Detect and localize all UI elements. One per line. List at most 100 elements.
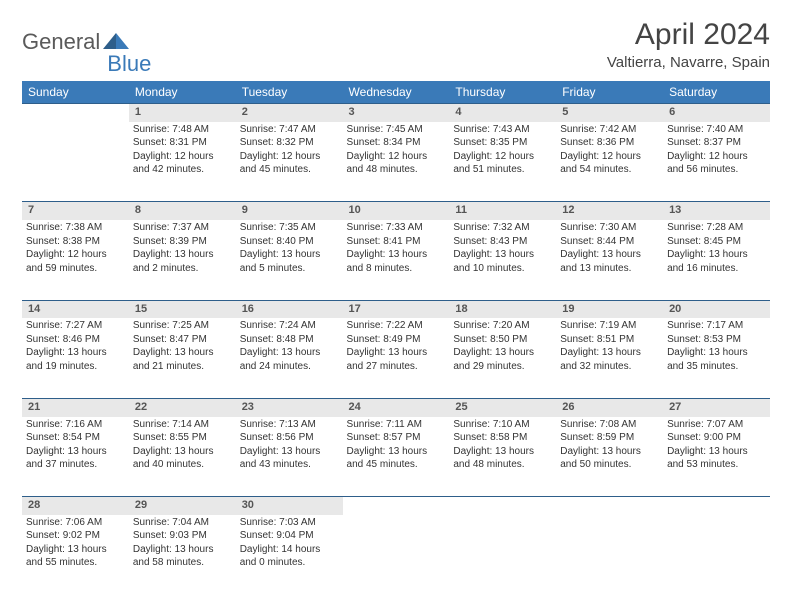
day1-text: Daylight: 12 hours bbox=[667, 151, 766, 164]
day2-text: and 13 minutes. bbox=[560, 263, 659, 276]
day-number bbox=[556, 497, 663, 515]
daynum-row: 282930 bbox=[22, 497, 770, 515]
day2-text: and 56 minutes. bbox=[667, 164, 766, 177]
day1-text: Daylight: 13 hours bbox=[667, 446, 766, 459]
day1-text: Daylight: 13 hours bbox=[133, 446, 232, 459]
sunset-text: Sunset: 8:35 PM bbox=[453, 137, 552, 150]
day-number: 19 bbox=[556, 300, 663, 318]
day1-text: Daylight: 13 hours bbox=[133, 544, 232, 557]
sunset-text: Sunset: 8:58 PM bbox=[453, 432, 552, 445]
day1-text: Daylight: 13 hours bbox=[453, 249, 552, 262]
day-cell: Sunrise: 7:30 AMSunset: 8:44 PMDaylight:… bbox=[556, 220, 663, 300]
day1-text: Daylight: 13 hours bbox=[667, 249, 766, 262]
day-number: 17 bbox=[343, 300, 450, 318]
day2-text: and 5 minutes. bbox=[240, 263, 339, 276]
day2-text: and 45 minutes. bbox=[240, 164, 339, 177]
sunset-text: Sunset: 8:39 PM bbox=[133, 236, 232, 249]
day-cell: Sunrise: 7:42 AMSunset: 8:36 PMDaylight:… bbox=[556, 122, 663, 202]
sunset-text: Sunset: 8:45 PM bbox=[667, 236, 766, 249]
day1-text: Daylight: 13 hours bbox=[26, 446, 125, 459]
daynum-row: 14151617181920 bbox=[22, 300, 770, 318]
sunset-text: Sunset: 8:40 PM bbox=[240, 236, 339, 249]
sunset-text: Sunset: 8:46 PM bbox=[26, 334, 125, 347]
sunrise-text: Sunrise: 7:03 AM bbox=[240, 517, 339, 530]
day-cell: Sunrise: 7:38 AMSunset: 8:38 PMDaylight:… bbox=[22, 220, 129, 300]
day-number: 22 bbox=[129, 398, 236, 416]
day-number: 15 bbox=[129, 300, 236, 318]
day-cell bbox=[343, 515, 450, 595]
day-cell bbox=[663, 515, 770, 595]
sunrise-text: Sunrise: 7:45 AM bbox=[347, 124, 446, 137]
sunrise-text: Sunrise: 7:19 AM bbox=[560, 320, 659, 333]
day2-text: and 48 minutes. bbox=[347, 164, 446, 177]
day-number bbox=[343, 497, 450, 515]
day-cell: Sunrise: 7:28 AMSunset: 8:45 PMDaylight:… bbox=[663, 220, 770, 300]
sunrise-text: Sunrise: 7:22 AM bbox=[347, 320, 446, 333]
sunrise-text: Sunrise: 7:40 AM bbox=[667, 124, 766, 137]
day2-text: and 27 minutes. bbox=[347, 361, 446, 374]
day-cell: Sunrise: 7:22 AMSunset: 8:49 PMDaylight:… bbox=[343, 318, 450, 398]
day2-text: and 42 minutes. bbox=[133, 164, 232, 177]
title-block: April 2024 Valtierra, Navarre, Spain bbox=[607, 18, 770, 71]
sunset-text: Sunset: 9:03 PM bbox=[133, 530, 232, 543]
day-cell: Sunrise: 7:33 AMSunset: 8:41 PMDaylight:… bbox=[343, 220, 450, 300]
sunrise-text: Sunrise: 7:32 AM bbox=[453, 222, 552, 235]
day-content-row: Sunrise: 7:06 AMSunset: 9:02 PMDaylight:… bbox=[22, 515, 770, 595]
day2-text: and 40 minutes. bbox=[133, 459, 232, 472]
day-number: 24 bbox=[343, 398, 450, 416]
day-cell: Sunrise: 7:03 AMSunset: 9:04 PMDaylight:… bbox=[236, 515, 343, 595]
col-saturday: Saturday bbox=[663, 81, 770, 104]
day-number: 13 bbox=[663, 202, 770, 220]
sunrise-text: Sunrise: 7:28 AM bbox=[667, 222, 766, 235]
weekday-header-row: Sunday Monday Tuesday Wednesday Thursday… bbox=[22, 81, 770, 104]
day1-text: Daylight: 12 hours bbox=[133, 151, 232, 164]
page-header: General Blue April 2024 Valtierra, Navar… bbox=[22, 18, 770, 71]
day-cell: Sunrise: 7:08 AMSunset: 8:59 PMDaylight:… bbox=[556, 417, 663, 497]
day1-text: Daylight: 13 hours bbox=[560, 347, 659, 360]
day-cell: Sunrise: 7:20 AMSunset: 8:50 PMDaylight:… bbox=[449, 318, 556, 398]
day-number: 5 bbox=[556, 104, 663, 122]
location-subtitle: Valtierra, Navarre, Spain bbox=[607, 54, 770, 71]
sunrise-text: Sunrise: 7:14 AM bbox=[133, 419, 232, 432]
logo: General Blue bbox=[22, 18, 151, 66]
day2-text: and 50 minutes. bbox=[560, 459, 659, 472]
day1-text: Daylight: 12 hours bbox=[453, 151, 552, 164]
sunset-text: Sunset: 9:02 PM bbox=[26, 530, 125, 543]
day2-text: and 2 minutes. bbox=[133, 263, 232, 276]
day-number: 10 bbox=[343, 202, 450, 220]
sunrise-text: Sunrise: 7:42 AM bbox=[560, 124, 659, 137]
day-cell: Sunrise: 7:04 AMSunset: 9:03 PMDaylight:… bbox=[129, 515, 236, 595]
day-number: 4 bbox=[449, 104, 556, 122]
day-number: 8 bbox=[129, 202, 236, 220]
day1-text: Daylight: 12 hours bbox=[240, 151, 339, 164]
day-cell: Sunrise: 7:06 AMSunset: 9:02 PMDaylight:… bbox=[22, 515, 129, 595]
day-cell: Sunrise: 7:27 AMSunset: 8:46 PMDaylight:… bbox=[22, 318, 129, 398]
day-number: 18 bbox=[449, 300, 556, 318]
day2-text: and 54 minutes. bbox=[560, 164, 659, 177]
daynum-row: 21222324252627 bbox=[22, 398, 770, 416]
calendar-table: Sunday Monday Tuesday Wednesday Thursday… bbox=[22, 81, 770, 595]
sunset-text: Sunset: 8:41 PM bbox=[347, 236, 446, 249]
day1-text: Daylight: 13 hours bbox=[133, 347, 232, 360]
day1-text: Daylight: 13 hours bbox=[347, 249, 446, 262]
sunrise-text: Sunrise: 7:16 AM bbox=[26, 419, 125, 432]
day-number bbox=[22, 104, 129, 122]
day-number: 1 bbox=[129, 104, 236, 122]
day2-text: and 53 minutes. bbox=[667, 459, 766, 472]
day2-text: and 55 minutes. bbox=[26, 557, 125, 570]
day-number: 3 bbox=[343, 104, 450, 122]
day-cell: Sunrise: 7:13 AMSunset: 8:56 PMDaylight:… bbox=[236, 417, 343, 497]
day-cell: Sunrise: 7:35 AMSunset: 8:40 PMDaylight:… bbox=[236, 220, 343, 300]
sunrise-text: Sunrise: 7:38 AM bbox=[26, 222, 125, 235]
sunrise-text: Sunrise: 7:20 AM bbox=[453, 320, 552, 333]
day-cell: Sunrise: 7:47 AMSunset: 8:32 PMDaylight:… bbox=[236, 122, 343, 202]
day-number: 16 bbox=[236, 300, 343, 318]
day-number: 14 bbox=[22, 300, 129, 318]
day-cell: Sunrise: 7:16 AMSunset: 8:54 PMDaylight:… bbox=[22, 417, 129, 497]
day-cell: Sunrise: 7:43 AMSunset: 8:35 PMDaylight:… bbox=[449, 122, 556, 202]
col-tuesday: Tuesday bbox=[236, 81, 343, 104]
sunset-text: Sunset: 8:36 PM bbox=[560, 137, 659, 150]
day1-text: Daylight: 13 hours bbox=[453, 347, 552, 360]
day-number: 20 bbox=[663, 300, 770, 318]
day2-text: and 45 minutes. bbox=[347, 459, 446, 472]
